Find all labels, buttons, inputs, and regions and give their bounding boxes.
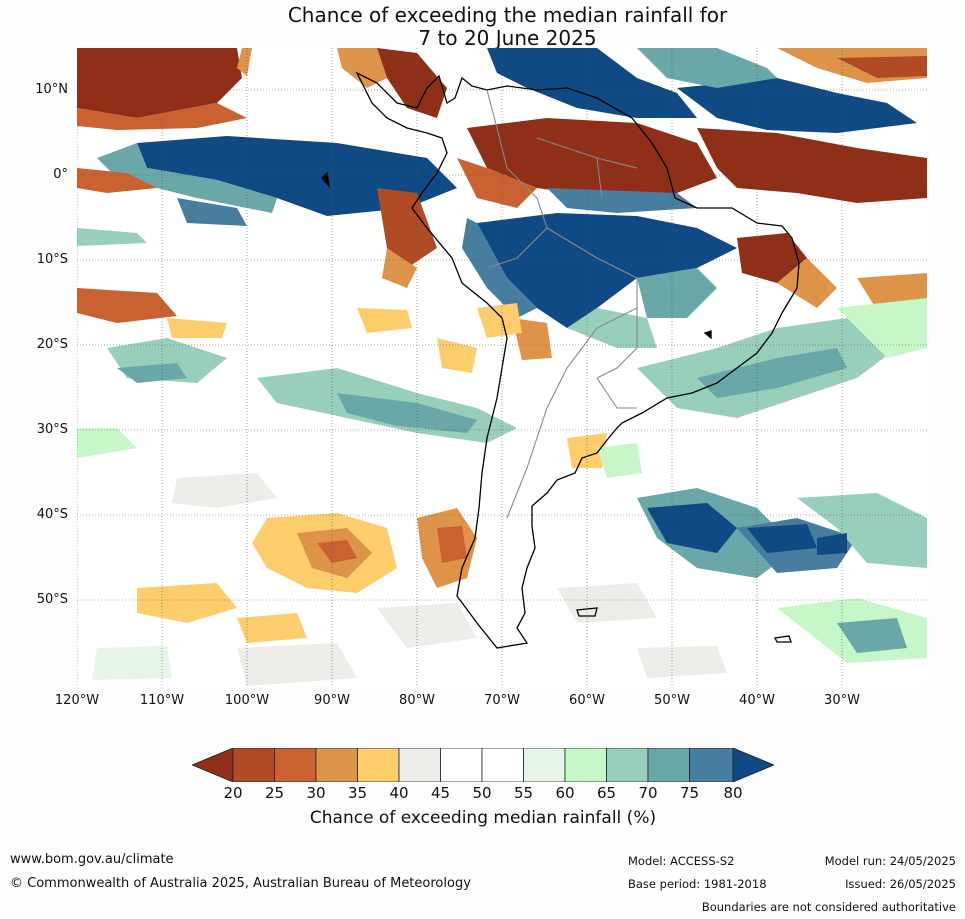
website-link[interactable]: www.bom.gov.au/climate — [10, 852, 174, 867]
colorbar-tick: 20 — [223, 784, 243, 802]
colorbar-tick: 55 — [513, 784, 534, 802]
colorbar-segment — [523, 748, 566, 782]
lon-label-70w: 70°W — [484, 693, 520, 708]
issued-text: Issued: 26/05/2025 — [845, 877, 956, 891]
lon-label-50w: 50°W — [654, 693, 690, 708]
colorbar-segment — [606, 748, 649, 782]
lon-label-60w: 60°W — [569, 693, 605, 708]
colorbar-tick: 65 — [596, 784, 617, 802]
model-text: Model: ACCESS-S2 — [628, 854, 735, 868]
copyright-text: © Commonwealth of Australia 2025, Austra… — [10, 876, 471, 891]
lat-label-10s: 10°S — [36, 252, 68, 267]
colorbar-tick: 30 — [306, 784, 326, 802]
boundaries-note: Boundaries are not considered authoritat… — [701, 900, 956, 914]
lat-label-20s: 20°S — [36, 337, 68, 352]
lon-label-80w: 80°W — [399, 693, 435, 708]
lat-label-50s: 50°S — [36, 592, 68, 607]
country-borders — [486, 89, 638, 519]
lon-label-40w: 40°W — [739, 693, 775, 708]
colorbar-segment — [398, 748, 441, 782]
lat-label-40s: 40°S — [36, 507, 68, 522]
colorbar-tick: 75 — [679, 784, 700, 802]
colorbar-tick: 45 — [430, 784, 451, 802]
title-line-1: Chance of exceeding the median rainfall … — [287, 3, 728, 27]
base-period-text: Base period: 1981-2018 — [628, 877, 767, 891]
colorbar-tick: 50 — [472, 784, 492, 802]
lon-label-100w: 100°W — [224, 693, 270, 708]
colorbar-label: Chance of exceeding median rainfall (%) — [309, 808, 657, 828]
colorbar-segment — [481, 748, 524, 782]
colorbar-tick: 60 — [555, 784, 575, 802]
colorbar-segment — [232, 748, 275, 782]
lon-label-30w: 30°W — [824, 693, 860, 708]
colorbar-tick: 70 — [638, 784, 658, 802]
lon-label-120w: 120°W — [54, 693, 100, 708]
lat-label-0: 0° — [53, 167, 68, 182]
lon-label-110w: 110°W — [139, 693, 185, 708]
colorbar-tick: 40 — [389, 784, 409, 802]
title-line-2: 7 to 20 June 2025 — [418, 26, 597, 50]
colorbar — [192, 748, 774, 782]
rainfall-probability-regions — [77, 48, 927, 686]
colorbar-tick: 25 — [264, 784, 285, 802]
rainfall-map — [77, 48, 927, 686]
chart-title: Chance of exceeding the median rainfall … — [0, 4, 965, 50]
colorbar-under-arrow — [192, 748, 234, 782]
colorbar-segment — [647, 748, 690, 782]
colorbar-segment — [564, 748, 607, 782]
model-run-text: Model run: 24/05/2025 — [824, 854, 956, 868]
colorbar-segment — [357, 748, 400, 782]
colorbar-segments — [232, 748, 734, 782]
colorbar-tick: 80 — [723, 784, 743, 802]
gridlines — [77, 48, 927, 686]
lat-label-10n: 10°N — [35, 82, 68, 97]
lon-label-90w: 90°W — [314, 693, 350, 708]
colorbar-segment — [440, 748, 483, 782]
colorbar-over-arrow — [732, 748, 774, 782]
lat-label-30s: 30°S — [36, 422, 68, 437]
colorbar-tick: 35 — [347, 784, 368, 802]
colorbar-segment — [689, 748, 734, 782]
coastlines — [321, 71, 800, 649]
colorbar-segment — [274, 748, 317, 782]
colorbar-segment — [315, 748, 358, 782]
rainfall-map-svg — [77, 48, 927, 686]
